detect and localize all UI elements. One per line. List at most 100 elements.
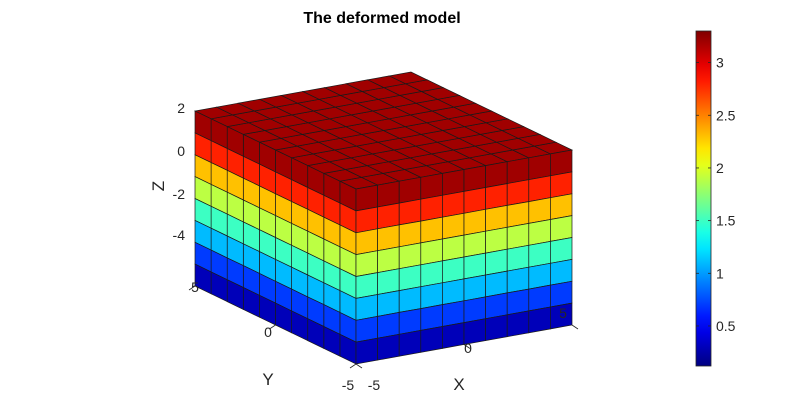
right-face-cell: [398, 198, 422, 226]
top-face-cell: [388, 71, 429, 85]
x-axis-label: X: [453, 375, 464, 394]
y-tick-mark: [269, 324, 276, 330]
right-face-cell: [506, 179, 530, 206]
right-face-cell: [420, 238, 443, 266]
right-face-cell: [398, 264, 422, 292]
right-face-cell: [550, 149, 573, 177]
right-face-cell: [420, 260, 443, 288]
right-face-cell: [550, 258, 573, 286]
right-face-cell: [420, 304, 443, 331]
right-face-cell: [442, 212, 465, 240]
right-face-cell: [485, 248, 508, 276]
right-face-cell: [463, 187, 486, 214]
z-axis-label: Z: [149, 181, 168, 191]
colorbar-tick-label: 1.5: [716, 213, 736, 229]
colorbar-gradient: [695, 30, 712, 367]
z-tick-label: -4: [173, 227, 186, 243]
x-tick-label: 0: [464, 340, 472, 356]
right-face-cell: [506, 222, 530, 250]
right-face-cell: [463, 230, 486, 258]
right-face-cell: [377, 180, 400, 208]
right-face-cell: [398, 242, 422, 270]
x-tick-label: 5: [559, 305, 567, 321]
colorbar-tick-label: 1: [716, 265, 724, 281]
x-tick-mark: [463, 344, 471, 349]
right-face-cell: [528, 262, 551, 290]
right-face-cell: [420, 326, 443, 353]
right-face-cell: [463, 274, 486, 302]
right-face-cell: [528, 240, 551, 268]
right-face-cell: [463, 252, 486, 280]
right-face-cell: [420, 172, 443, 200]
right-face-cell: [442, 300, 465, 327]
right-face-cell: [506, 266, 530, 294]
right-face-cell: [506, 157, 530, 185]
right-face-cell: [550, 193, 573, 220]
right-face-cell: [377, 246, 400, 274]
mesh-3d: [193, 71, 574, 365]
right-face-cell: [550, 237, 573, 264]
colorbar-tick-label: 2: [716, 160, 724, 176]
right-face-cell: [355, 315, 378, 343]
right-face-cell: [463, 296, 486, 324]
right-face-cell: [550, 280, 573, 308]
right-face-cell: [485, 292, 508, 320]
colorbar: 0.5 1 1.5 2 2.5 3: [695, 30, 736, 367]
right-face-cell: [420, 194, 443, 222]
right-face-cell: [442, 322, 465, 349]
right-face-cell: [420, 216, 443, 244]
right-face-cell: [528, 306, 551, 334]
right-face-cell: [442, 234, 465, 262]
right-face-cell: [355, 272, 378, 299]
right-face-cell: [355, 206, 378, 234]
right-face-cell: [442, 278, 465, 306]
y-tick-label: 0: [264, 324, 272, 340]
x-tick-mark: [571, 324, 579, 330]
right-face-cell: [442, 169, 465, 196]
right-face-cell: [442, 190, 465, 218]
y-tick-label: 5: [191, 279, 199, 295]
right-face-cell: [377, 268, 400, 295]
right-face-cell: [528, 219, 551, 246]
right-face-cell: [398, 329, 422, 357]
right-face-cell: [506, 244, 530, 272]
right-face-cell: [506, 288, 530, 316]
right-face-cell: [485, 161, 508, 188]
right-face-cell: [528, 284, 551, 312]
right-face-cell: [485, 183, 508, 210]
right-face-cell: [355, 184, 378, 212]
z-tick-label: 2: [177, 100, 185, 116]
right-face-cell: [463, 208, 486, 236]
right-face-cell: [528, 153, 551, 181]
right-face-cell: [355, 337, 378, 365]
right-face-cell: [377, 224, 400, 252]
right-face-cell: [377, 202, 400, 230]
right-face-cell: [398, 308, 422, 335]
right-face-cell: [377, 290, 400, 317]
z-tick-label: -2: [173, 186, 186, 202]
right-face-cell: [485, 314, 508, 342]
right-face-cell: [506, 201, 530, 228]
right-face-cell: [398, 176, 422, 204]
right-face-cell: [528, 197, 551, 224]
right-face-cell: [485, 204, 508, 232]
right-face-cell: [355, 250, 378, 277]
right-face-cell: [398, 220, 422, 248]
axis-ticks: 2 0 -2 -4 -5 0 5 -5 0 5: [173, 100, 579, 393]
right-face-cell: [377, 333, 400, 361]
colorbar-tick-label: 0.5: [716, 318, 736, 334]
right-face-cell: [528, 175, 551, 203]
right-face-cell: [463, 165, 486, 192]
right-face-cell: [442, 256, 465, 284]
right-face-cell: [506, 310, 530, 338]
right-face-cell: [485, 226, 508, 254]
y-axis-label: Y: [262, 370, 273, 389]
right-face-cell: [550, 171, 573, 199]
right-face-cell: [420, 282, 443, 310]
right-face-cell: [485, 270, 508, 298]
colorbar-tick-label: 2.5: [716, 107, 736, 123]
right-face-cell: [377, 311, 400, 339]
right-face-cell: [355, 228, 378, 256]
x-tick-label: -5: [368, 377, 381, 393]
z-tick-label: 0: [177, 143, 185, 159]
